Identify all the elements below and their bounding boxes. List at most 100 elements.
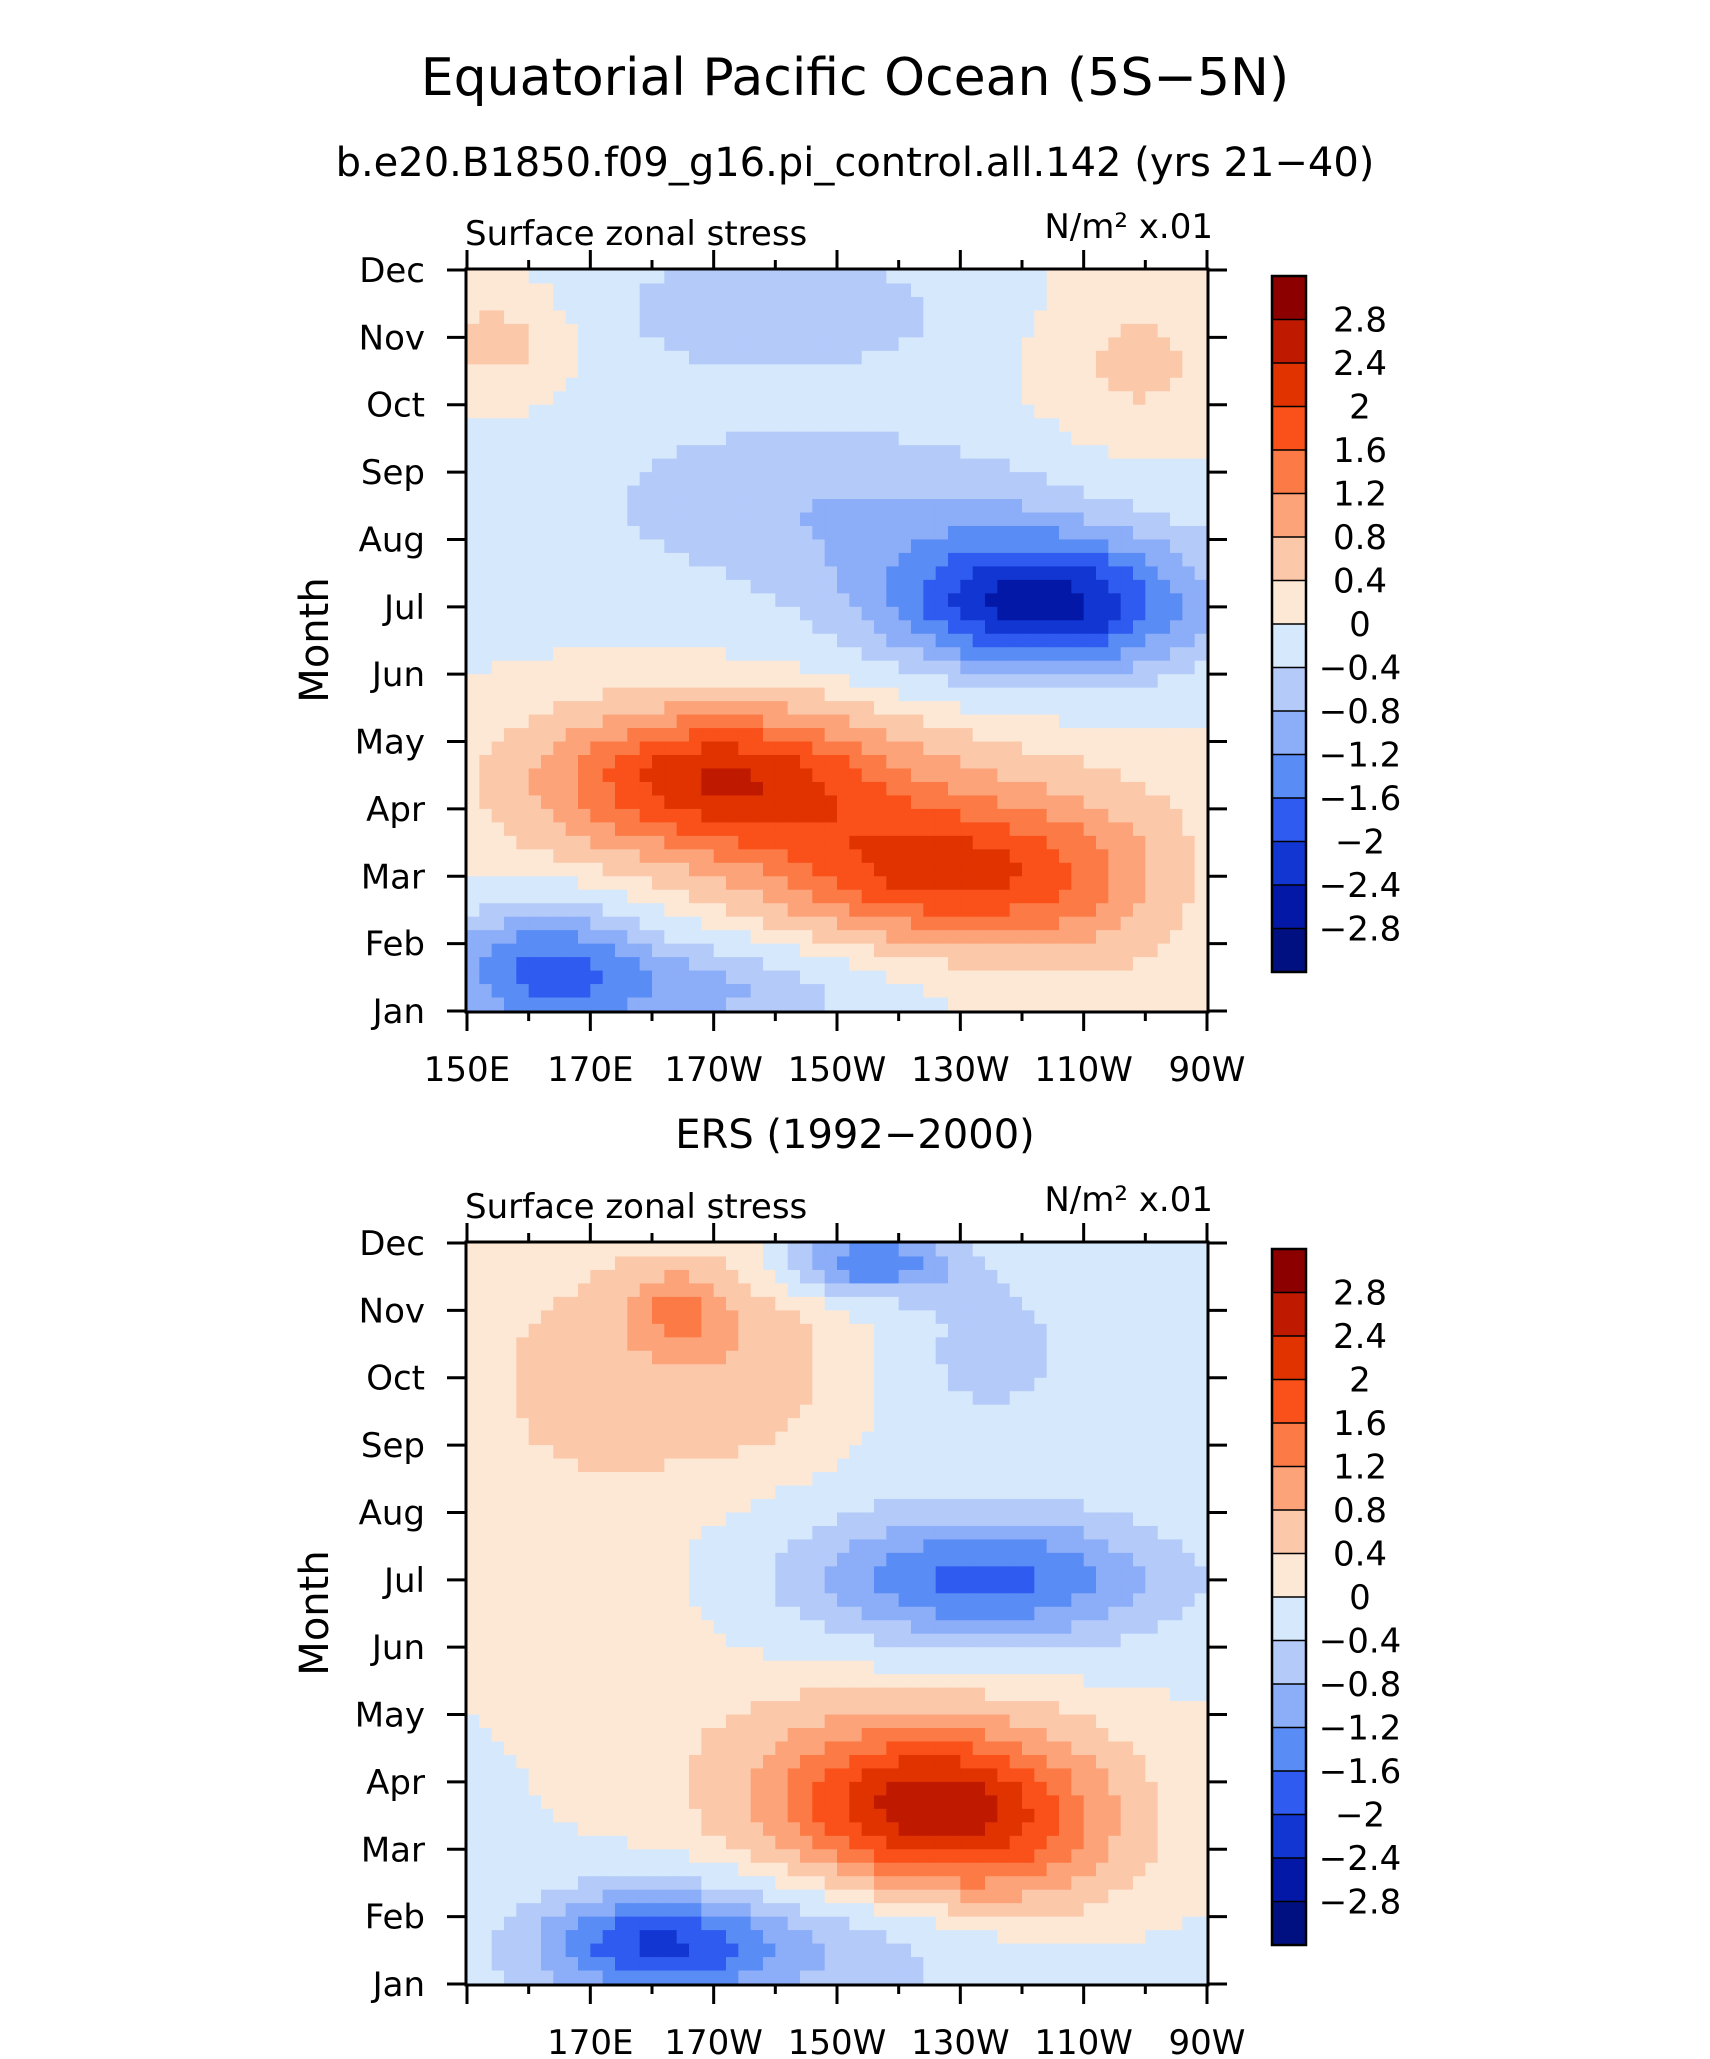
heatmap-cell xyxy=(1096,1445,1109,1460)
heatmap-cell xyxy=(861,1539,875,1554)
heatmap-cell xyxy=(738,539,752,554)
heatmap-cell xyxy=(1120,1269,1134,1285)
heatmap-cell xyxy=(639,1445,653,1460)
heatmap-cell xyxy=(750,822,764,837)
heatmap-cell xyxy=(1108,620,1122,635)
heatmap-cell xyxy=(615,876,628,891)
heatmap-cell xyxy=(1182,1243,1196,1258)
heatmap-cell xyxy=(861,1364,875,1379)
heatmap-cell xyxy=(948,1283,961,1298)
heatmap-cell xyxy=(911,701,924,716)
heatmap-cell xyxy=(602,1391,616,1406)
heatmap-cell xyxy=(541,849,554,864)
heatmap-cell xyxy=(713,377,727,392)
heatmap-cell xyxy=(491,1364,505,1379)
heatmap-cell xyxy=(886,741,900,756)
heatmap-cell xyxy=(528,418,542,433)
heatmap-cell xyxy=(874,1256,887,1271)
heatmap-cell xyxy=(837,741,850,756)
heatmap-cell xyxy=(1120,1485,1134,1500)
heatmap-cell xyxy=(972,283,986,298)
heatmap-cell xyxy=(1182,1364,1196,1379)
heatmap-cell xyxy=(972,377,986,392)
heatmap-cell xyxy=(1182,768,1196,783)
heatmap-cell xyxy=(541,755,554,770)
heatmap-cell xyxy=(541,377,554,392)
heatmap-cell xyxy=(787,997,801,1011)
heatmap-cell xyxy=(676,525,690,541)
heatmap-cell xyxy=(787,579,801,594)
heatmap-cell xyxy=(1046,943,1060,958)
heatmap-cell xyxy=(664,431,678,446)
heatmap-cell xyxy=(578,499,591,514)
heatmap-cell xyxy=(1096,552,1109,567)
heatmap-cell xyxy=(985,1418,998,1433)
heatmap-cell xyxy=(787,445,801,460)
heatmap-cell xyxy=(553,566,567,581)
heatmap-cell xyxy=(652,1552,665,1567)
heatmap-cell xyxy=(837,1256,850,1271)
heatmap-cell xyxy=(627,687,641,702)
heatmap-cell xyxy=(1071,930,1085,945)
heatmap-cell xyxy=(787,593,801,608)
heatmap-cell xyxy=(1046,1431,1060,1446)
heatmap-cell xyxy=(1194,741,1207,756)
heatmap-cell xyxy=(541,364,554,379)
heatmap-cell xyxy=(824,795,838,810)
heatmap-cell xyxy=(898,849,912,864)
heatmap-cell xyxy=(713,1404,727,1419)
heatmap-cell xyxy=(602,1364,616,1379)
heatmap-cell xyxy=(738,1431,752,1446)
heatmap-cell xyxy=(985,997,998,1011)
heatmap-cell xyxy=(689,593,702,608)
heatmap-cell xyxy=(861,889,875,904)
heatmap-cell xyxy=(1170,835,1183,850)
heatmap-cell xyxy=(689,606,702,621)
heatmap-cell xyxy=(701,323,715,338)
heatmap-cell xyxy=(948,552,961,567)
heatmap-cell xyxy=(1157,1296,1171,1311)
heatmap-cell xyxy=(1170,391,1183,406)
heatmap-cell xyxy=(997,822,1011,837)
heatmap-cell xyxy=(960,350,974,365)
heatmap-cell xyxy=(985,552,998,567)
heatmap-cell xyxy=(676,552,690,567)
heatmap-cell xyxy=(1046,674,1060,689)
heatmap-cell xyxy=(553,364,567,379)
heatmap-cell xyxy=(800,862,813,877)
heatmap-cell xyxy=(812,755,826,770)
heatmap-cell xyxy=(479,1458,493,1473)
heatmap-cell xyxy=(923,1472,937,1487)
heatmap-cell xyxy=(713,323,727,338)
heatmap-cell xyxy=(1157,835,1171,850)
heatmap-cell xyxy=(1120,903,1134,918)
heatmap-cell xyxy=(713,431,727,446)
heatmap-cell xyxy=(689,445,702,460)
heatmap-cell xyxy=(565,310,579,325)
heatmap-cell xyxy=(812,566,826,581)
heatmap-cell xyxy=(1170,512,1183,527)
heatmap-cell xyxy=(1059,755,1072,770)
heatmap-cell xyxy=(565,660,579,675)
heatmap-cell xyxy=(837,593,850,608)
heatmap-cell xyxy=(1009,1391,1023,1406)
heatmap-cell xyxy=(491,1525,505,1540)
heatmap-cell xyxy=(615,1593,628,1608)
heatmap-cell xyxy=(874,822,887,837)
heatmap-cell xyxy=(1133,431,1146,446)
heatmap-cell xyxy=(553,957,567,972)
heatmap-cell xyxy=(972,350,986,365)
heatmap-cell xyxy=(565,943,579,958)
heatmap-cell xyxy=(1046,1377,1060,1392)
heatmap-cell xyxy=(553,984,567,999)
heatmap-cell xyxy=(750,970,764,985)
heatmap-cell xyxy=(935,741,949,756)
heatmap-cell xyxy=(627,539,641,554)
heatmap-cell xyxy=(923,485,937,500)
heatmap-cell xyxy=(1059,1350,1072,1365)
heatmap-cell xyxy=(602,755,616,770)
heatmap-cell xyxy=(775,485,789,500)
heatmap-cell xyxy=(504,418,517,433)
heatmap-cell xyxy=(1022,270,1035,285)
heatmap-cell xyxy=(738,889,752,904)
